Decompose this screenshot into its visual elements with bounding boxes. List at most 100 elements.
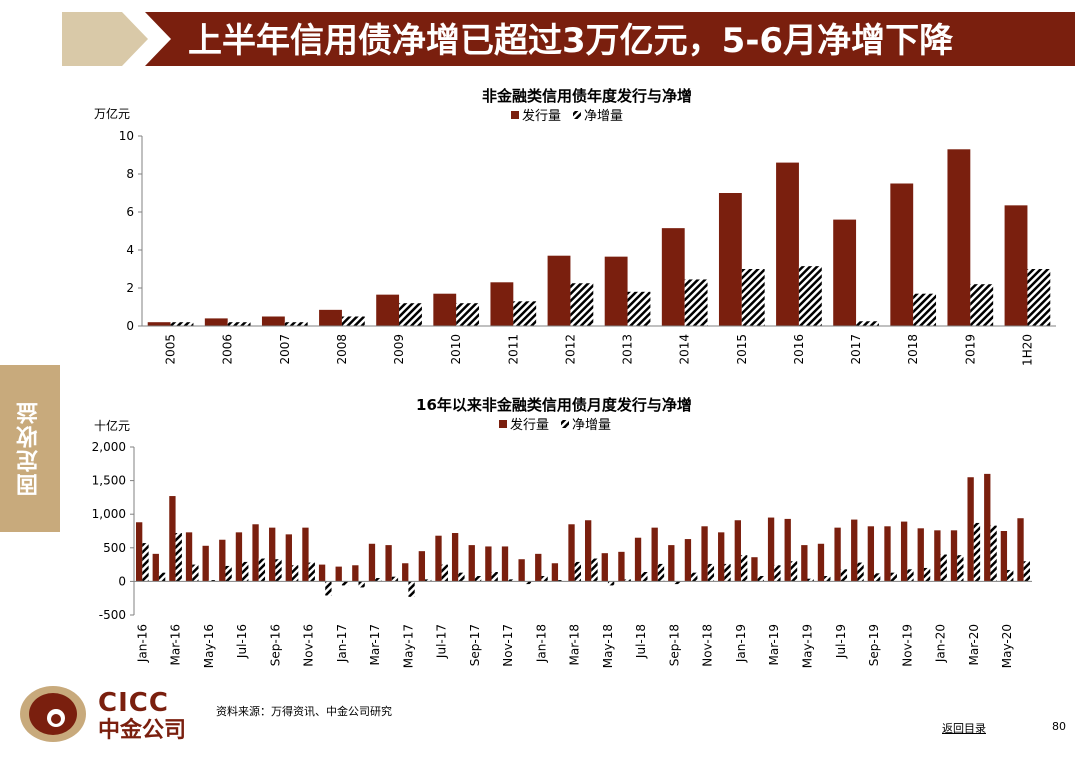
bar-issuance-Jul-17 [435, 535, 442, 582]
legend-swatch-net [573, 111, 581, 119]
bar-issuance-May-20 [1000, 531, 1008, 582]
header-banner [145, 12, 1075, 66]
bar-net-Aug-18 [657, 563, 665, 582]
bar-net-2012 [570, 283, 594, 326]
bar-net-Sep-17 [474, 576, 482, 582]
bar-issuance-Jul-18 [634, 537, 642, 582]
x-tick-label: Nov-19 [900, 624, 914, 667]
x-tick-label: Jan-19 [734, 624, 748, 663]
bar-issuance-2019 [947, 149, 971, 326]
x-tick-label: 2005 [164, 334, 178, 365]
x-tick-label: Jul-17 [435, 624, 449, 659]
x-tick-label: 2018 [906, 334, 920, 365]
bar-net-Oct-19 [890, 572, 897, 582]
legend-label-issuance: 发行量 [510, 417, 549, 433]
bar-issuance-Jun-17 [418, 551, 426, 582]
bar-net-May-17 [408, 581, 415, 597]
bar-issuance-Jan-18 [535, 553, 542, 582]
x-tick-label: 2015 [735, 334, 749, 365]
bar-net-Sep-19 [874, 573, 881, 582]
legend-swatch-net [561, 420, 569, 428]
back-to-contents-link[interactable]: 返回目录 [942, 722, 986, 735]
bar-net-Feb-16 [158, 572, 166, 582]
bar-issuance-Dec-16 [318, 564, 326, 582]
bar-net-Apr-17 [391, 576, 399, 582]
bar-net-Feb-19 [757, 576, 764, 582]
bar-issuance-Nov-16 [302, 527, 309, 582]
y-tick-label: 500 [103, 541, 126, 555]
x-tick-label: Mar-19 [767, 624, 781, 665]
legend-swatch-issuance [511, 111, 519, 119]
bar-issuance-Apr-16 [185, 532, 193, 582]
bar-net-2017 [856, 321, 879, 326]
y-tick-label: 6 [126, 205, 134, 219]
bar-issuance-Aug-19 [851, 519, 858, 582]
bar-issuance-2011 [490, 282, 514, 326]
y-tick-label: 2 [126, 281, 134, 295]
bar-issuance-May-16 [202, 545, 209, 582]
x-tick-label: Nov-16 [302, 624, 316, 667]
bar-issuance-Feb-20 [950, 530, 958, 582]
y-tick-label: 0 [126, 319, 134, 333]
bar-issuance-Aug-18 [651, 527, 658, 582]
logo-text-cn: 中金公司 [98, 718, 187, 743]
bar-net-Apr-16 [192, 564, 199, 582]
x-tick-label: Sep-19 [867, 624, 881, 666]
bar-net-Aug-17 [458, 572, 465, 582]
bar-issuance-2012 [547, 255, 571, 326]
y-tick-label: 1,500 [92, 474, 126, 488]
bar-issuance-Mar-17 [368, 543, 376, 582]
bar-issuance-2017 [833, 219, 857, 326]
bar-net-2007 [284, 322, 308, 326]
bar-issuance-Oct-18 [684, 539, 692, 582]
bar-issuance-Oct-16 [285, 534, 292, 582]
bar-issuance-2009 [376, 294, 400, 326]
bar-issuance-Jan-19 [734, 520, 741, 582]
legend-swatch-issuance [499, 420, 507, 428]
bar-net-Nov-19 [907, 569, 914, 582]
y-tick-label: 8 [126, 167, 134, 181]
bar-issuance-Aug-17 [451, 533, 459, 582]
x-tick-label: Jul-19 [834, 624, 848, 659]
bar-issuance-Feb-17 [352, 565, 359, 582]
bar-issuance-Aug-16 [252, 524, 259, 582]
bar-issuance-May-17 [402, 563, 409, 582]
bar-issuance-Mar-18 [568, 524, 575, 582]
bar-net-Jun-19 [824, 576, 831, 582]
x-tick-label: Jul-18 [634, 624, 648, 659]
bar-net-Oct-17 [491, 571, 498, 582]
bar-issuance-2006 [204, 318, 228, 326]
bar-net-Jun-17 [425, 579, 432, 582]
bar-issuance-Apr-17 [385, 545, 392, 582]
side-tab[interactable] [0, 365, 60, 532]
bar-issuance-2007 [261, 316, 285, 326]
bar-issuance-Jul-19 [834, 527, 841, 582]
bar-issuance-Jun-19 [817, 543, 825, 582]
bar-issuance-2016 [776, 162, 799, 326]
bar-net-Dec-16 [325, 581, 332, 596]
bar-issuance-2008 [319, 309, 342, 326]
bar-net-May-18 [607, 581, 615, 586]
chart-title: 16年以来非金融类信用债月度发行与净增 [416, 396, 692, 414]
x-tick-label: Jan-20 [934, 624, 948, 663]
bar-net-1H20 [1027, 269, 1051, 326]
y-tick-label: 1,000 [92, 507, 126, 521]
y-axis-unit: 万亿元 [94, 106, 130, 121]
bar-net-2006 [227, 322, 251, 326]
x-tick-label: 1H20 [1020, 334, 1034, 366]
bar-net-Jan-18 [541, 576, 548, 582]
x-tick-label: Sep-16 [268, 624, 282, 666]
x-tick-label: Nov-17 [501, 624, 515, 667]
bar-issuance-Dec-19 [917, 528, 924, 582]
bar-issuance-May-19 [801, 545, 808, 582]
bar-issuance-Oct-19 [884, 526, 891, 582]
bar-issuance-Jan-17 [335, 566, 342, 582]
footer-source: 资料来源：万得资讯、中金公司研究 [216, 705, 392, 718]
bar-net-Aug-19 [857, 562, 864, 582]
bar-issuance-Jun-18 [618, 551, 625, 582]
bar-net-Sep-16 [275, 559, 282, 582]
bar-issuance-2010 [433, 293, 457, 326]
bar-issuance-Dec-17 [518, 559, 525, 582]
x-tick-label: Jan-16 [135, 624, 149, 663]
